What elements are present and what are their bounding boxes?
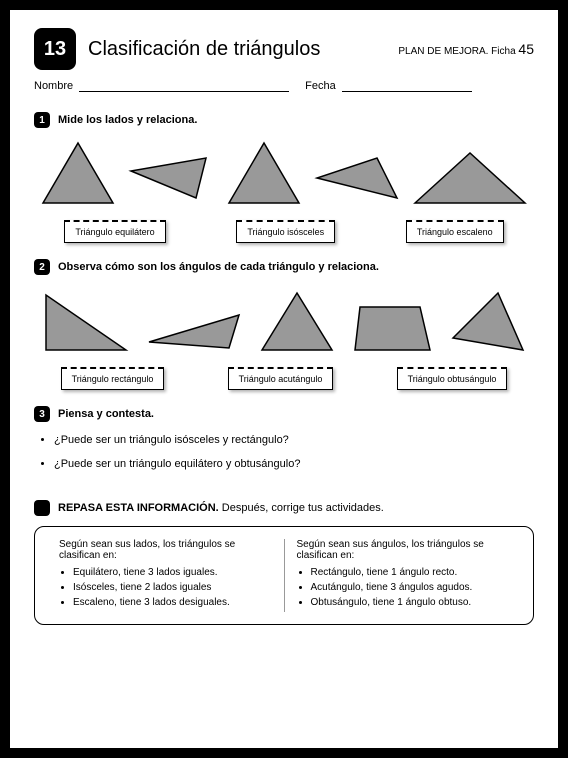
section-1-title: Mide los lados y relaciona.: [58, 114, 197, 126]
col2-intro: Según sean sus ángulos, los triángulos s…: [297, 539, 510, 561]
review-section: REPASA ESTA INFORMACIÓN. Después, corrig…: [34, 500, 534, 625]
question-3b: ¿Puede ser un triángulo equilátero y obt…: [54, 458, 534, 470]
review-title: REPASA ESTA INFORMACIÓN. Después, corrig…: [58, 502, 384, 514]
section-3-title: Piensa y contesta.: [58, 408, 154, 420]
plan-label: PLAN DE MEJORA. Ficha 45: [398, 41, 534, 57]
label-isosceles: Triángulo isósceles: [236, 220, 335, 243]
question-3a: ¿Puede ser un triángulo isósceles y rect…: [54, 434, 534, 446]
labels-row-2: Triángulo rectángulo Triángulo acutángul…: [34, 367, 534, 390]
label-escaleno: Triángulo escaleno: [406, 220, 504, 243]
section-2: 2 Observa cómo son los ángulos de cada tr…: [34, 259, 534, 390]
info-col-sides: Según sean sus lados, los triángulos se …: [47, 539, 285, 612]
triangle-obtuse-1: [144, 300, 244, 355]
question-list: ¿Puede ser un triángulo isósceles y rect…: [34, 434, 534, 470]
triangles-row-1: [34, 138, 534, 208]
page-title: Clasificación de triángulos: [88, 38, 386, 61]
triangle-right: [41, 290, 131, 355]
col2-item-1: Acutángulo, tiene 3 ángulos agudos.: [311, 582, 510, 593]
worksheet-page: 13 Clasificación de triángulos PLAN DE M…: [10, 10, 558, 748]
date-label: Fecha: [305, 80, 336, 92]
triangle-quad: [350, 295, 435, 355]
student-fields: Nombre Fecha: [34, 80, 534, 92]
col2-item-2: Obtusángulo, tiene 1 ángulo obtuso.: [311, 597, 510, 608]
question-number-3: 3: [34, 406, 50, 422]
triangle-isosceles: [224, 138, 304, 208]
info-col-angles: Según sean sus ángulos, los triángulos s…: [285, 539, 522, 612]
col2-list: Rectángulo, tiene 1 ángulo recto. Acután…: [297, 567, 510, 608]
header: 13 Clasificación de triángulos PLAN DE M…: [34, 28, 534, 70]
labels-row-1: Triángulo equilátero Triángulo isósceles…: [34, 220, 534, 243]
section-3: 3 Piensa y contesta. ¿Puede ser un triáng…: [34, 406, 534, 470]
label-rectangulo: Triángulo rectángulo: [61, 367, 165, 390]
triangle-scalene-2: [312, 153, 402, 208]
triangle-wide: [410, 143, 530, 208]
triangle-scalene-1: [126, 153, 216, 208]
review-icon: [34, 500, 50, 516]
section-2-title: Observa cómo son los ángulos de cada tri…: [58, 261, 379, 273]
triangle-obtuse-2: [448, 288, 528, 355]
col1-item-0: Equilátero, tiene 3 lados iguales.: [73, 567, 272, 578]
triangles-row-2: [34, 285, 534, 355]
info-box: Según sean sus lados, los triángulos se …: [34, 526, 534, 625]
question-number-1: 1: [34, 112, 50, 128]
triangle-acute: [257, 288, 337, 355]
triangle-equilateral: [38, 138, 118, 208]
section-1: 1 Mide los lados y relaciona. Triángulo e…: [34, 112, 534, 243]
label-obtusangulo: Triángulo obtusángulo: [397, 367, 508, 390]
name-input-line[interactable]: [79, 80, 289, 92]
label-equilatero: Triángulo equilátero: [64, 220, 165, 243]
label-acutangulo: Triángulo acutángulo: [228, 367, 334, 390]
name-label: Nombre: [34, 80, 73, 92]
date-input-line[interactable]: [342, 80, 472, 92]
col2-item-0: Rectángulo, tiene 1 ángulo recto.: [311, 567, 510, 578]
lesson-number-badge: 13: [34, 28, 76, 70]
col1-intro: Según sean sus lados, los triángulos se …: [59, 539, 272, 561]
col1-list: Equilátero, tiene 3 lados iguales. Isósc…: [59, 567, 272, 608]
col1-item-2: Escaleno, tiene 3 lados desiguales.: [73, 597, 272, 608]
col1-item-1: Isósceles, tiene 2 lados iguales: [73, 582, 272, 593]
question-number-2: 2: [34, 259, 50, 275]
